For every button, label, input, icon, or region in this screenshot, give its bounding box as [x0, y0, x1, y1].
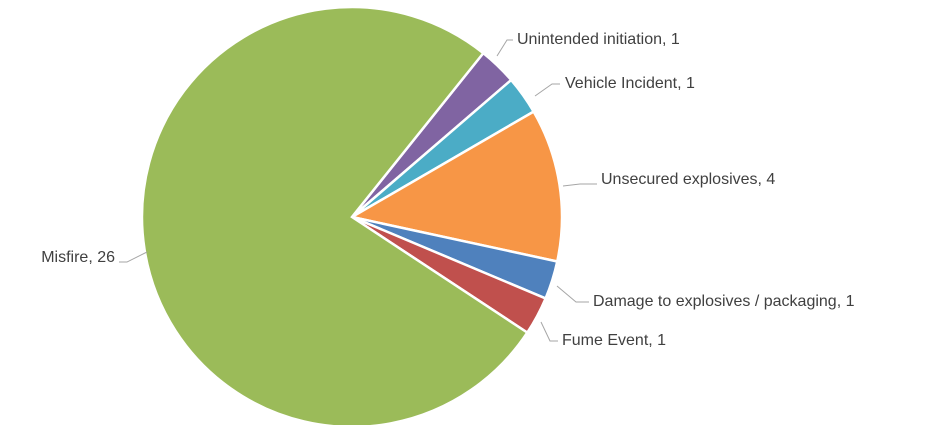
data-label: Damage to explosives / packaging, 1	[593, 293, 855, 310]
pie-slice	[140, 5, 530, 425]
data-label: Unintended initiation, 1	[517, 31, 680, 48]
leader-line	[562, 183, 597, 187]
leader-line	[496, 39, 513, 57]
leader-line	[540, 321, 558, 342]
leader-line	[534, 83, 560, 97]
data-label: Vehicle Incident, 1	[565, 75, 695, 92]
leader-line	[556, 285, 589, 303]
data-label: Fume Event, 1	[562, 332, 666, 349]
data-label: Unsecured explosives, 4	[601, 171, 775, 188]
data-label: Misfire, 26	[41, 249, 115, 266]
pie-slice	[348, 109, 564, 263]
leader-line	[119, 251, 148, 263]
